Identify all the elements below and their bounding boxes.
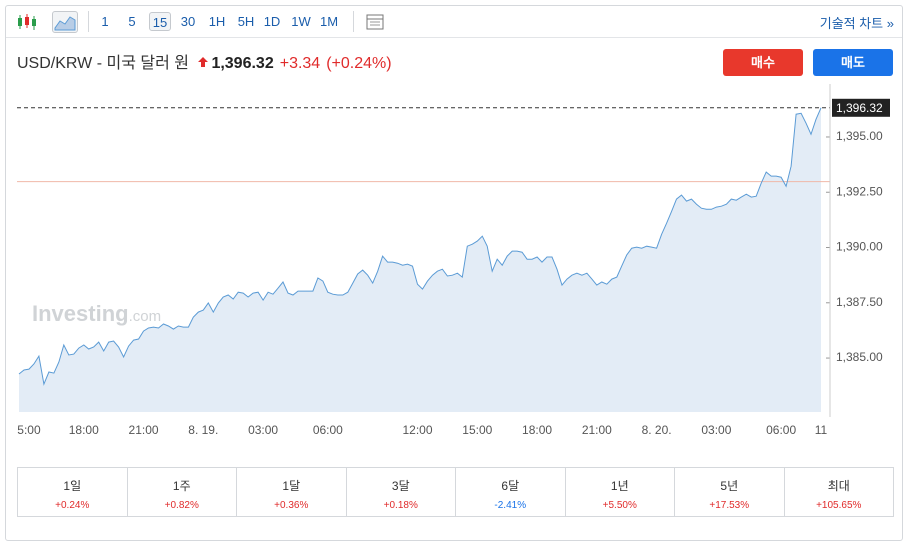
period-change: -2.41% <box>494 500 527 511</box>
x-tick-label: 8. 20. <box>642 423 672 437</box>
y-tick-label: 1,387.50 <box>836 295 883 309</box>
interval-button[interactable]: 5H <box>237 14 255 29</box>
last-price: 1,396.32 <box>211 55 274 72</box>
change-pct: (+0.24%) <box>326 55 392 72</box>
watermark-suffix: .com <box>129 308 162 325</box>
interval-button[interactable]: 1D <box>263 14 281 29</box>
x-tick-label: 18:00 <box>522 423 552 437</box>
performance-cell[interactable]: 5년 +17.53% <box>675 468 785 516</box>
period: 1주 <box>172 479 191 493</box>
period: 최대 <box>827 479 850 493</box>
x-tick-label: 5:00 <box>17 423 41 437</box>
widget: 1 5 15 30 1H 5H 1D 1W 1M 기술적 차트 » USD/KRW - 미국 달… <box>5 5 903 541</box>
area-icon[interactable] <box>52 11 78 33</box>
performance-cell[interactable]: 1달 +0.36% <box>237 468 347 516</box>
y-tick-label: 1,385.00 <box>836 350 883 364</box>
chart: Investing .com 1,396.32 1,385.00 1,387.50 1,3… <box>17 84 890 437</box>
x-tick-label: 8. 19. <box>188 423 218 437</box>
buy-button[interactable]: 매수 <box>723 49 803 76</box>
performance-cell[interactable]: 1년 +5.50% <box>566 468 675 516</box>
separator <box>88 11 89 32</box>
interval-button[interactable]: 5 <box>128 14 136 29</box>
performance-cell[interactable]: 1일 +0.24% <box>18 468 128 516</box>
performance-cell[interactable]: 최대 +105.65% <box>785 468 894 516</box>
toolbar: 1 5 15 30 1H 5H 1D 1W 1M 기술적 차트 » <box>6 6 902 38</box>
period: 1년 <box>610 479 629 493</box>
x-tick-label: 03:00 <box>701 423 731 437</box>
performance-cell[interactable]: 6달 -2.41% <box>456 468 566 516</box>
period-change: +5.50% <box>602 500 637 511</box>
performance-cell[interactable]: 3달 +0.18% <box>347 468 456 516</box>
interval-button[interactable]: 15 <box>149 12 171 31</box>
table-icon[interactable] <box>365 12 385 32</box>
sell-button[interactable]: 매도 <box>813 49 893 76</box>
period-change: +0.82% <box>164 500 199 511</box>
up-arrow <box>198 57 209 67</box>
period: 1일 <box>63 479 82 493</box>
interval-button[interactable]: 1M <box>319 14 339 29</box>
x-tick-label: 03:00 <box>248 423 278 437</box>
period: 1달 <box>282 479 301 493</box>
y-tick-label: 1,390.00 <box>836 240 883 254</box>
x-tick-label: 11 <box>815 423 828 437</box>
last-price-box <box>832 98 890 117</box>
interval-button[interactable]: 1H <box>208 14 226 29</box>
period-change: +0.18% <box>383 500 418 511</box>
interval-button[interactable]: 1 <box>101 14 109 29</box>
interval-button[interactable]: 30 <box>180 14 196 29</box>
y-tick-label: 1,392.50 <box>836 184 883 198</box>
price-line <box>18 107 822 386</box>
period: 5년 <box>720 479 739 493</box>
change: +3.34 <box>279 55 321 72</box>
x-tick-label: 06:00 <box>313 423 343 437</box>
period: 6달 <box>501 479 520 493</box>
x-tick-label: 06:00 <box>766 423 796 437</box>
instrument-title: USD/KRW - 미국 달러 원 <box>17 55 189 72</box>
x-tick-label: 21:00 <box>129 423 159 437</box>
interval-button[interactable]: 1W <box>291 14 311 29</box>
period-change: +0.36% <box>274 500 309 511</box>
technical-chart-link[interactable]: 기술적 차트 » <box>819 16 894 31</box>
watermark: Investing <box>32 301 129 326</box>
period-change: +17.53% <box>709 500 750 511</box>
last-price-label: 1,396.32 <box>836 101 883 115</box>
period: 3달 <box>391 479 410 493</box>
performance-cell[interactable]: 1주 +0.82% <box>128 468 237 516</box>
period-change: +0.24% <box>55 500 90 511</box>
period-change: +105.65% <box>816 500 862 511</box>
performance-table: 1일 +0.24% 1주 +0.82% 1달 +0.36% 3달 +0.18% 6달 -2.41%… <box>17 467 894 517</box>
x-tick-label: 21:00 <box>582 423 612 437</box>
x-tick-label: 15:00 <box>462 423 492 437</box>
x-tick-label: 12:00 <box>402 423 432 437</box>
separator <box>353 11 354 32</box>
x-tick-label: 18:00 <box>69 423 99 437</box>
candle-icon[interactable] <box>16 12 40 32</box>
y-tick-label: 1,395.00 <box>836 129 883 143</box>
area-fill <box>19 107 821 413</box>
quote-header: USD/KRW - 미국 달러 원 1,396.32 +3.34 (+0.24%) <box>17 49 392 73</box>
